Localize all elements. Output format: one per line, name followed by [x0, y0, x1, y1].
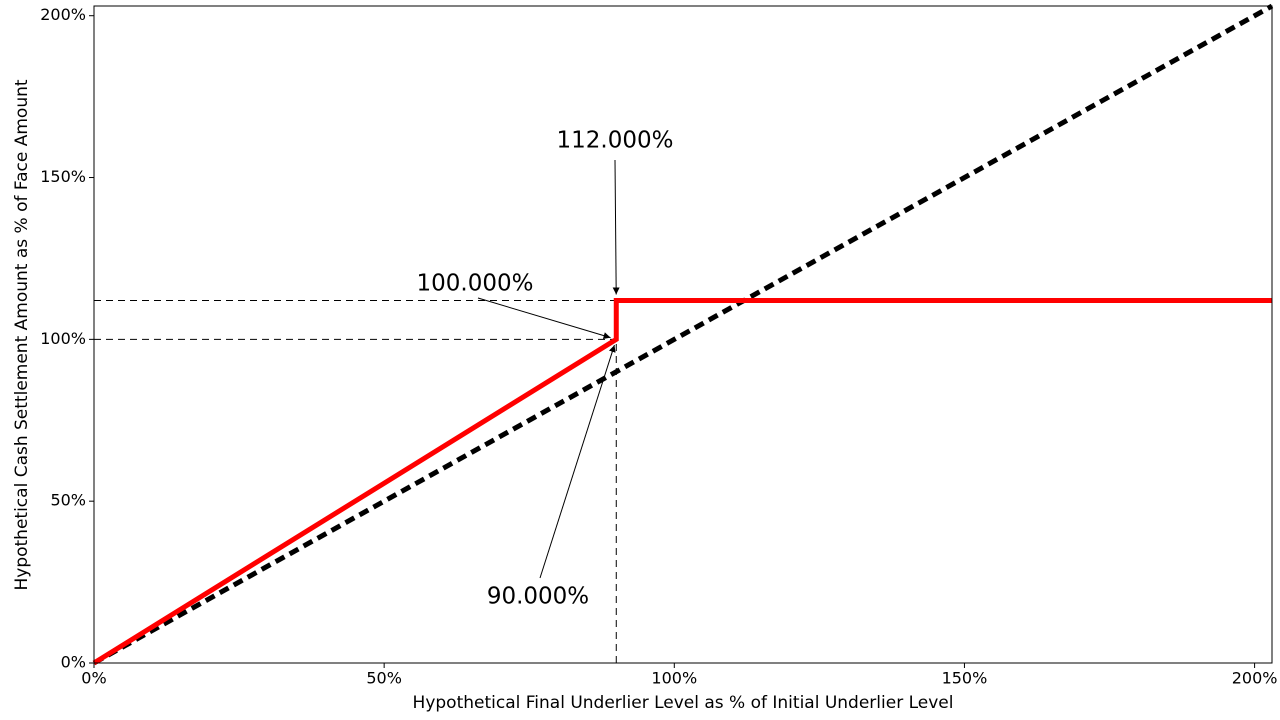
annotation: 90.000%: [487, 584, 589, 610]
x-tick-label: 50%: [366, 669, 402, 688]
annotation: 112.000%: [557, 128, 674, 154]
y-tick-label: 200%: [40, 5, 86, 24]
x-tick-label: 150%: [942, 669, 988, 688]
x-axis-label: Hypothetical Final Underlier Level as % …: [413, 693, 954, 713]
x-tick-label: 0%: [81, 669, 106, 688]
y-tick-label: 50%: [50, 491, 86, 510]
plot-frame: [93, 5, 1273, 664]
annotation: 100.000%: [417, 271, 534, 297]
annotation-arrow: [477, 297, 611, 339]
series-line: [92, 298, 1272, 666]
series-line: [92, 3, 1274, 666]
x-tick-label: 100%: [651, 669, 697, 688]
annotation-arrow: [612, 159, 620, 295]
y-tick-label: 150%: [40, 167, 86, 186]
annotation-arrow: [539, 344, 616, 579]
y-axis-label: Hypothetical Cash Settlement Amount as %…: [12, 79, 32, 590]
x-tick-label: 200%: [1232, 669, 1278, 688]
y-tick-label: 100%: [40, 329, 86, 348]
y-tick-label: 0%: [61, 653, 86, 672]
